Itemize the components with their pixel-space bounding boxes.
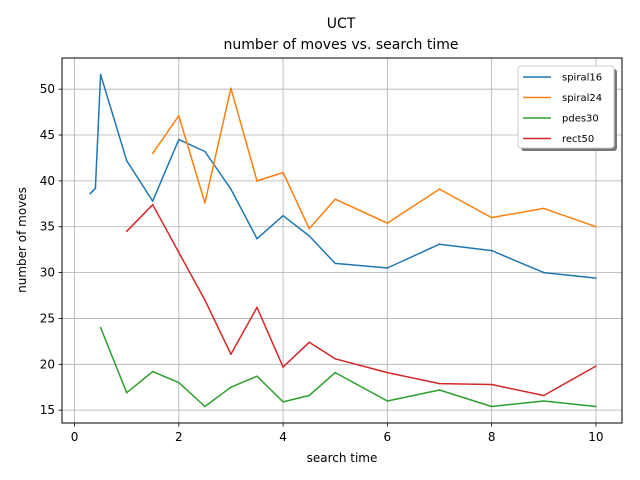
data-point-rect50 xyxy=(386,371,389,374)
data-point-spiral24 xyxy=(595,225,597,228)
x-axis-label: search time xyxy=(307,451,378,465)
data-point-spiral16 xyxy=(178,138,180,141)
data-point-rect50 xyxy=(334,358,337,360)
data-point-spiral16 xyxy=(308,235,311,237)
data-point-pdes30 xyxy=(204,405,206,408)
data-point-spiral24 xyxy=(282,171,284,174)
y-tick-label: 20 xyxy=(40,357,55,371)
data-point-spiral16 xyxy=(543,271,545,274)
data-point-rect50 xyxy=(438,382,441,385)
data-point-spiral24 xyxy=(308,227,311,230)
data-point-pdes30 xyxy=(256,375,258,378)
data-point-pdes30 xyxy=(178,381,180,384)
data-point-rect50 xyxy=(543,394,545,397)
data-point-spiral24 xyxy=(490,216,493,219)
data-point-spiral16 xyxy=(89,192,91,195)
data-point-pdes30 xyxy=(151,370,154,373)
data-point-spiral16 xyxy=(94,187,97,189)
data-point-spiral24 xyxy=(256,180,258,182)
legend-label-spiral16: spiral16 xyxy=(562,73,602,84)
data-point-spiral24 xyxy=(230,87,232,90)
data-point-pdes30 xyxy=(543,400,545,402)
data-point-pdes30 xyxy=(386,400,389,402)
data-point-spiral16 xyxy=(151,200,154,202)
data-point-spiral16 xyxy=(125,159,128,162)
chart-subtitle: number of moves vs. search time xyxy=(224,37,459,53)
y-tick-label: 30 xyxy=(40,266,55,280)
chart-title: UCT xyxy=(327,16,356,32)
legend-label-rect50: rect50 xyxy=(562,134,594,145)
data-point-rect50 xyxy=(230,353,232,356)
data-point-pdes30 xyxy=(282,401,284,403)
data-point-pdes30 xyxy=(99,326,102,329)
data-point-spiral24 xyxy=(386,222,389,224)
data-point-spiral16 xyxy=(99,73,102,76)
plot-frame xyxy=(61,57,623,424)
x-tick-label: 4 xyxy=(279,430,287,444)
x-tick-label: 0 xyxy=(71,430,79,444)
legend: spiral16 spiral24 pdes30 rect50 xyxy=(517,65,617,151)
data-point-spiral24 xyxy=(178,115,180,117)
data-point-spiral16 xyxy=(230,188,232,190)
legend-box xyxy=(517,65,615,149)
data-point-rect50 xyxy=(308,341,311,344)
x-tick-label: 2 xyxy=(175,430,183,444)
data-point-spiral16 xyxy=(438,243,441,245)
data-point-rect50 xyxy=(151,203,154,206)
series-line-pdes30 xyxy=(99,327,596,408)
data-point-pdes30 xyxy=(125,391,128,394)
y-tick-label: 25 xyxy=(40,311,55,325)
x-tick-label: 10 xyxy=(588,430,603,444)
data-point-spiral16 xyxy=(204,150,206,153)
series-line-rect50 xyxy=(126,203,597,397)
data-point-pdes30 xyxy=(334,371,337,374)
data-point-pdes30 xyxy=(438,389,441,391)
y-axis-label: number of moves xyxy=(15,187,29,293)
data-point-spiral24 xyxy=(438,188,441,190)
series-lines xyxy=(89,73,597,408)
data-point-rect50 xyxy=(256,306,258,309)
y-tick-label: 45 xyxy=(40,128,55,142)
data-point-rect50 xyxy=(204,299,206,301)
data-point-spiral24 xyxy=(151,152,154,155)
data-point-spiral24 xyxy=(334,198,337,200)
x-tick-label: 6 xyxy=(384,430,392,444)
y-tick-label: 15 xyxy=(40,403,55,417)
data-point-pdes30 xyxy=(308,394,311,397)
data-point-rect50 xyxy=(282,366,284,368)
y-tick-label: 35 xyxy=(40,220,55,234)
y-tick-label: 40 xyxy=(40,174,55,188)
data-point-pdes30 xyxy=(230,386,232,389)
data-point-pdes30 xyxy=(490,405,493,408)
data-point-spiral16 xyxy=(595,277,597,279)
data-point-spiral16 xyxy=(334,262,337,265)
data-point-spiral16 xyxy=(282,214,284,217)
x-tick-label: 8 xyxy=(488,430,496,444)
data-point-spiral16 xyxy=(386,267,389,269)
data-point-rect50 xyxy=(595,365,597,367)
data-point-spiral24 xyxy=(204,202,206,204)
data-point-rect50 xyxy=(125,230,128,233)
y-tick-label: 50 xyxy=(40,82,55,96)
data-point-rect50 xyxy=(490,383,493,386)
data-point-spiral24 xyxy=(543,207,545,210)
legend-label-spiral24: spiral24 xyxy=(562,93,602,104)
data-point-spiral16 xyxy=(490,249,493,252)
data-point-spiral16 xyxy=(256,237,258,240)
legend-label-pdes30: pdes30 xyxy=(562,114,599,125)
axis-ticks: 0 2 4 6 8 10 15 20 25 30 35 40 45 50 xyxy=(40,82,604,444)
data-point-pdes30 xyxy=(595,405,597,408)
